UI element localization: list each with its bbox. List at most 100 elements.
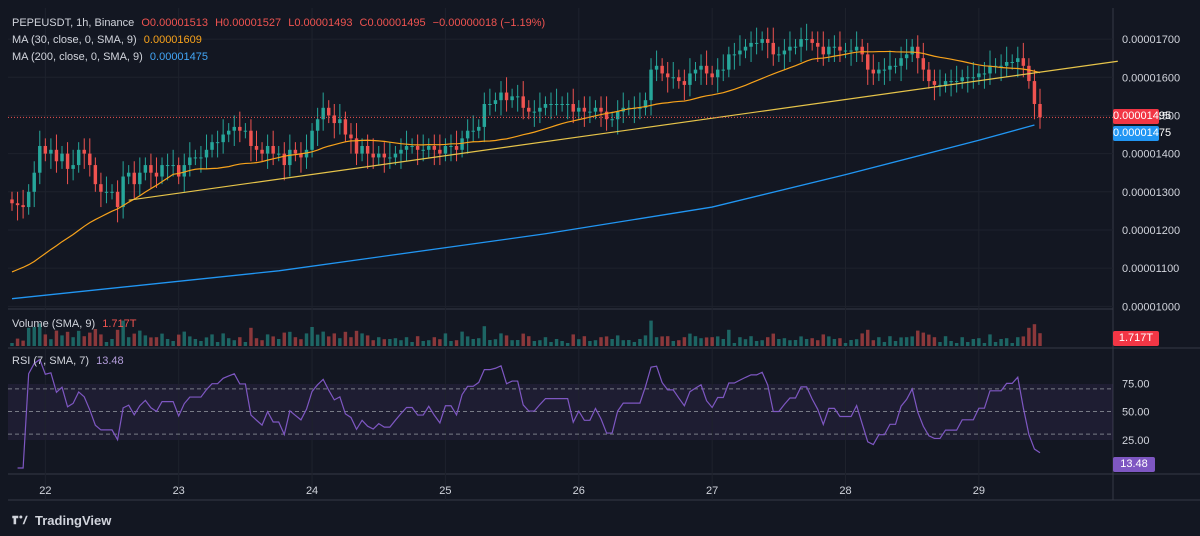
volume-bar [671, 341, 675, 346]
rsi-tick-label: 50.00 [1122, 407, 1150, 419]
candle-body [804, 39, 809, 41]
candle-body [465, 130, 470, 139]
volume-bar [810, 338, 814, 346]
volume-bar [893, 341, 898, 346]
volume-bar [310, 327, 314, 346]
volume-bar [949, 341, 953, 346]
volume-bar [99, 334, 103, 346]
volume-bar [588, 341, 592, 346]
symbol-name[interactable]: PEPEUSDT, 1h, Binance [12, 17, 135, 29]
volume-bar [760, 340, 764, 346]
candle-body [271, 145, 275, 154]
candle-body [538, 107, 542, 112]
candle-body [904, 54, 909, 59]
rsi-legend[interactable]: RSI (7, SMA, 7) 13.48 [12, 355, 128, 367]
candle-body [388, 157, 392, 159]
candle-body [277, 153, 281, 155]
volume-bar [65, 331, 70, 346]
volume-bar [415, 336, 420, 346]
volume-bar [404, 337, 409, 346]
volume-bar [960, 337, 964, 346]
candle-body [593, 107, 598, 112]
candle-body [832, 46, 837, 48]
candle-body [932, 81, 937, 85]
volume-bar [877, 337, 881, 346]
volume-bar [610, 339, 614, 346]
candle-body [577, 107, 581, 112]
volume-bar [904, 337, 909, 346]
candle-body [254, 145, 259, 150]
symbol-header: PEPEUSDT, 1h, Binance O0.00001513 H0.000… [12, 17, 549, 29]
volume-legend[interactable]: Volume (SMA, 9) 1.717T [12, 318, 140, 330]
volume-bar [1010, 343, 1014, 346]
volume-bar [210, 334, 214, 346]
candle-body [1021, 58, 1026, 66]
candle-body [527, 107, 531, 112]
candle-body [477, 126, 481, 131]
ma200-line [11, 124, 1035, 300]
candle-body [604, 111, 609, 120]
ma200-legend[interactable]: MA (200, close, 0, SMA, 9) 0.00001475 [12, 51, 212, 63]
volume-bar [482, 326, 487, 346]
candle-body [449, 145, 453, 147]
volume-bar [1004, 338, 1009, 346]
volume-bar [249, 327, 253, 346]
candle-body [671, 77, 675, 79]
candle-body [443, 145, 448, 154]
volume-bar [421, 341, 425, 346]
volume-bar [738, 337, 742, 346]
candle-body [226, 130, 231, 135]
candle-body [321, 107, 325, 120]
candle-body [910, 46, 914, 55]
volume-bar [121, 320, 125, 346]
candle-body [843, 50, 848, 52]
ma200-price-tag: 0.00001475 [1113, 126, 1172, 141]
time-tick-label: 25 [439, 485, 451, 497]
candle-body [54, 149, 59, 162]
candle-body [454, 145, 459, 150]
volume-bar [638, 339, 642, 346]
tradingview-logo-icon [12, 515, 28, 525]
volume-bar [593, 340, 598, 346]
candle-body [132, 172, 136, 185]
candle-body [138, 172, 142, 185]
candle-body [165, 165, 170, 167]
volume-bar [332, 333, 337, 346]
candle-body [154, 172, 159, 177]
volume-bar [149, 337, 153, 346]
volume-bar [71, 337, 75, 346]
last-price-tag: 0.00001495 [1113, 109, 1172, 124]
volume-bar [854, 339, 859, 346]
volume-bar [899, 337, 903, 346]
candle-body [771, 42, 775, 55]
volume-bar [793, 340, 798, 346]
candle-body [799, 39, 803, 47]
tradingview-logo[interactable]: TradingView [10, 511, 111, 529]
candle-body [199, 157, 203, 159]
candle-body [715, 69, 720, 78]
candle-body [610, 119, 614, 121]
candle-body [338, 119, 342, 124]
volume-bar [860, 333, 864, 346]
volume-bar [277, 339, 281, 346]
candle-body [299, 153, 303, 158]
candle-body [65, 153, 70, 169]
rsi-label: RSI (7, SMA, 7) [12, 355, 90, 367]
candle-body [899, 58, 903, 66]
volume-bar [1016, 337, 1020, 346]
candle-body [615, 111, 620, 120]
volume-bar [432, 337, 437, 346]
price-tick-label: 0.00001700 [1122, 34, 1180, 46]
ma30-legend[interactable]: MA (30, close, 0, SMA, 9) 0.00001609 [12, 34, 206, 46]
volume-bar [827, 336, 831, 346]
candle-body [682, 81, 687, 85]
volume-bar [260, 340, 264, 346]
volume-bar [538, 340, 542, 346]
candle-body [704, 65, 709, 74]
candle-body [343, 119, 348, 135]
volume-bar [999, 339, 1003, 346]
candle-body [649, 69, 653, 101]
volume-bar [660, 336, 664, 346]
candle-body [304, 149, 309, 158]
